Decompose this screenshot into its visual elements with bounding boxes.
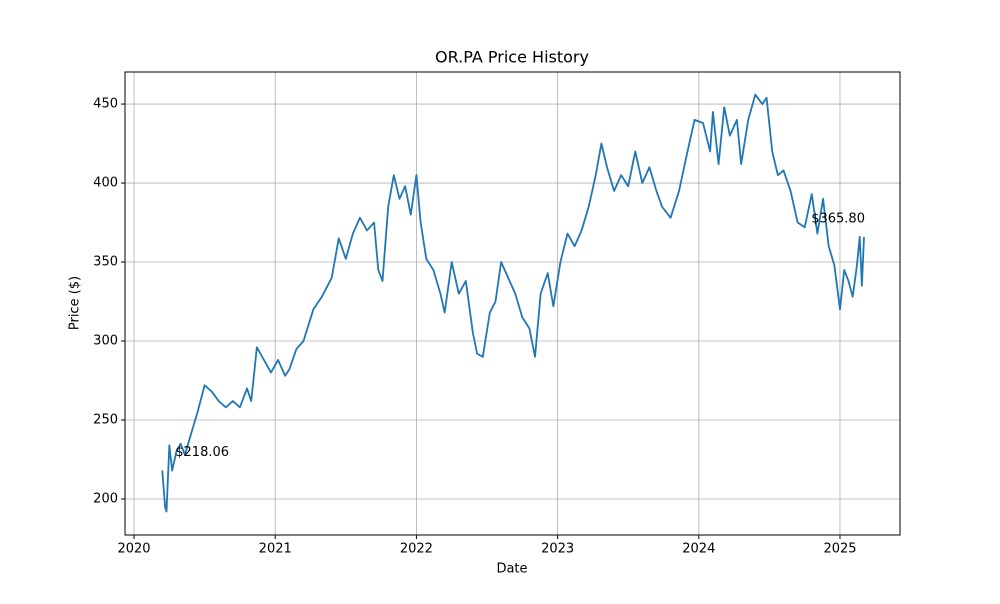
chart-title: OR.PA Price History <box>435 48 589 67</box>
x-tick-label: 2020 <box>117 542 150 557</box>
x-tick-label: 2022 <box>400 542 433 557</box>
y-tick-label: 400 <box>93 176 118 191</box>
x-tick-label: 2025 <box>823 542 856 557</box>
y-tick-label: 350 <box>93 255 118 270</box>
x-axis-label: Date <box>496 562 527 577</box>
y-tick-label: 450 <box>93 97 118 112</box>
price-annotation: $365.80 <box>811 212 865 227</box>
y-tick-label: 200 <box>93 491 118 506</box>
x-tick-label: 2024 <box>682 542 715 557</box>
y-tick-label: 250 <box>93 413 118 428</box>
price-line <box>161 93 865 513</box>
x-tick-label: 2021 <box>259 542 292 557</box>
y-tick-label: 300 <box>93 334 118 349</box>
plot-frame <box>124 71 901 536</box>
price-annotation: $218.06 <box>175 445 229 460</box>
y-axis-label: Price ($) <box>68 276 83 330</box>
x-tick-label: 2023 <box>541 542 574 557</box>
